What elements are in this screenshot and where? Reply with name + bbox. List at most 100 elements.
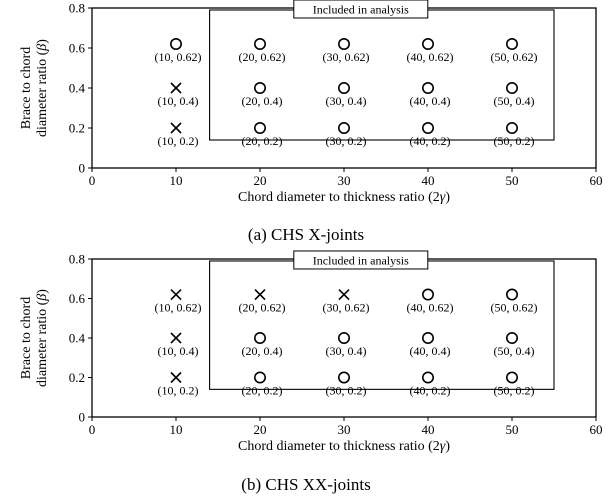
point-circle-marker: [254, 371, 267, 384]
x-tick-label: 50: [506, 422, 519, 437]
point-label: (10, 0.2): [158, 384, 199, 398]
point-circle-marker: [421, 371, 434, 384]
point-circle-marker: [421, 122, 434, 135]
x-tick-label: 60: [590, 173, 603, 188]
point-cross-marker: [170, 371, 182, 384]
y-tick-label: 0.6: [69, 291, 86, 306]
point-label: (20, 0.2): [242, 134, 283, 148]
point-cross-marker: [254, 288, 266, 301]
point-label: (40, 0.2): [410, 384, 451, 398]
point-circle-marker: [254, 331, 267, 344]
point-label: (20, 0.62): [239, 301, 286, 315]
y-tick-label: 0.2: [69, 370, 85, 385]
point-cross-stroke: [170, 122, 182, 134]
y-tick-label: 0.6: [69, 41, 86, 56]
y-axis-title-symbol: β: [35, 294, 50, 302]
x-axis-title-text: Chord diameter to thickness ratio (2: [238, 190, 440, 205]
y-tick-label: 0.2: [69, 121, 85, 136]
point-cross-stroke: [170, 288, 182, 301]
y-axis-title-line2: diameter ratio (: [35, 300, 50, 387]
x-tick-label: 30: [338, 173, 351, 188]
point-cross-marker: [170, 332, 182, 344]
x-tick-label: 30: [338, 422, 351, 437]
point-cross-marker: [170, 122, 182, 134]
x-tick-label: 0: [89, 422, 96, 437]
point-label: (40, 0.4): [410, 344, 451, 358]
point-circle-marker: [337, 122, 350, 135]
x-tick-label: 10: [170, 422, 183, 437]
y-tick-label: 0.4: [69, 331, 86, 346]
point-circle-marker: [170, 37, 183, 50]
point-label: (50, 0.4): [494, 344, 535, 358]
x-tick-label: 60: [590, 422, 603, 437]
point-label: (30, 0.2): [326, 134, 367, 148]
y-tick-label: 0.8: [69, 1, 85, 16]
point-label: (10, 0.4): [158, 94, 199, 108]
point-cross-marker: [170, 82, 182, 94]
point-label: (30, 0.62): [323, 50, 370, 64]
included-region-label-box: [293, 0, 429, 19]
included-region-label: Included in analysis: [313, 3, 409, 17]
point-cross-stroke: [254, 288, 266, 301]
point-circle-marker: [505, 82, 518, 95]
point-cross-marker: [170, 288, 182, 301]
point-label: (20, 0.2): [242, 384, 283, 398]
point-label: (30, 0.62): [323, 301, 370, 315]
chart-chs-x-joints: 0 10 20 30 40 50 60 0 0.2 0.4 0.6 0.8 Chord diameter…: [19, 0, 603, 244]
point-circle-marker: [337, 37, 350, 50]
chart-chs-xx-joints: 0 10 20 30 40 50 60 0 0.2 0.4 0.6 0.8 Chord diameter…: [19, 250, 603, 494]
x-tick-label: 50: [506, 173, 519, 188]
point-circle-marker: [505, 122, 518, 135]
point-label: (10, 0.2): [158, 134, 199, 148]
x-axis-title-suffix: ): [445, 190, 450, 205]
x-axis-title-symbol: γ: [440, 439, 446, 454]
point-circle-marker: [505, 331, 518, 344]
point-label: (30, 0.2): [326, 384, 367, 398]
x-axis-title: Chord diameter to thickness ratio (2γ): [238, 190, 450, 205]
x-tick-label: 10: [170, 173, 183, 188]
point-label: (40, 0.2): [410, 134, 451, 148]
point-circle-marker: [421, 331, 434, 344]
point-circle-marker: [337, 371, 350, 384]
point-label: (40, 0.4): [410, 94, 451, 108]
point-label: (10, 0.62): [155, 50, 202, 64]
y-axis-title-suffix: ): [35, 39, 50, 44]
y-axis-title: Brace to chorddiameter ratio (β): [19, 289, 50, 387]
point-label: (50, 0.62): [491, 301, 538, 315]
point-circle-marker: [505, 37, 518, 50]
x-axis-title-suffix: ): [445, 439, 450, 454]
point-cross-stroke: [338, 288, 350, 301]
y-tick-label: 0: [79, 410, 86, 425]
point-label: (20, 0.4): [242, 94, 283, 108]
x-axis-title: Chord diameter to thickness ratio (2γ): [238, 439, 450, 454]
point-circle-marker: [505, 288, 518, 301]
point-label: (20, 0.4): [242, 344, 283, 358]
point-label: (20, 0.62): [239, 50, 286, 64]
x-axis-title-symbol: γ: [440, 190, 446, 205]
point-circle-marker: [421, 37, 434, 50]
y-axis-title: Brace to chorddiameter ratio (β): [19, 39, 50, 137]
included-region-box: [209, 260, 555, 390]
point-cross-stroke: [170, 82, 182, 94]
x-axis-title-text: Chord diameter to thickness ratio (2: [238, 439, 440, 454]
included-region-label: Included in analysis: [313, 253, 409, 267]
point-circle-marker: [254, 82, 267, 95]
point-circle-marker: [254, 37, 267, 50]
point-label: (50, 0.2): [494, 384, 535, 398]
point-circle-marker: [421, 288, 434, 301]
y-axis-title-symbol: β: [35, 44, 50, 52]
x-tick-label: 20: [254, 173, 267, 188]
y-axis-title-line1: Brace to chord: [19, 297, 34, 379]
point-label: (50, 0.2): [494, 134, 535, 148]
point-label: (30, 0.4): [326, 94, 367, 108]
y-tick-label: 0.4: [69, 81, 86, 96]
point-label: (50, 0.62): [491, 50, 538, 64]
point-circle-marker: [421, 82, 434, 95]
point-circle-marker: [254, 122, 267, 135]
point-cross-stroke: [170, 371, 182, 384]
point-label: (40, 0.62): [407, 301, 454, 315]
x-tick-label: 40: [422, 422, 435, 437]
y-axis-title-line2: diameter ratio (: [35, 50, 50, 137]
x-tick-label: 0: [89, 173, 96, 188]
